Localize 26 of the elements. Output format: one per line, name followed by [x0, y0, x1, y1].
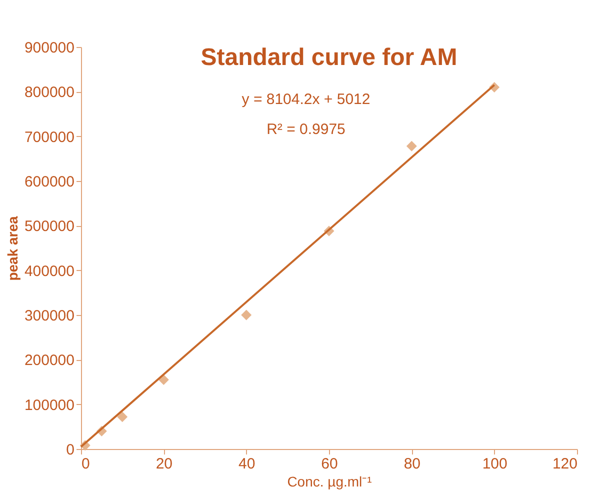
x-tick-label: 40	[238, 456, 256, 472]
y-tick-label: 400000	[24, 262, 74, 280]
annotation: y = 8104.2x + 5012	[242, 91, 370, 108]
point	[117, 412, 128, 422]
y-tick-label: 700000	[24, 128, 74, 146]
x-axis-title: Conc. µg.ml⁻¹	[287, 474, 372, 490]
y-tick-label: 0	[66, 442, 74, 458]
y-axis-title: peak area	[4, 216, 20, 281]
point	[241, 310, 252, 320]
x-tick-label: 0	[82, 456, 90, 472]
x-tick-label: 80	[404, 456, 421, 472]
point	[406, 140, 417, 152]
annotation: R² = 0.9975	[266, 121, 346, 138]
y-tick-label: 600000	[24, 174, 74, 190]
y-tick-label: 300000	[24, 308, 74, 324]
x-tick-label: 120	[552, 456, 578, 472]
y-tick-label: 200000	[24, 352, 74, 370]
x-tick-label: 60	[321, 456, 338, 472]
y-tick-label: 500000	[24, 218, 74, 236]
y-tick-label: 900000	[24, 40, 74, 56]
y-tick-label: 100000	[24, 396, 74, 414]
point	[158, 374, 169, 386]
y-tick-label: 800000	[24, 84, 74, 102]
chart-title: Standard curve for AM	[200, 44, 458, 71]
x-tick-label: 20	[156, 456, 173, 472]
x-tick-label: 100	[482, 456, 508, 472]
